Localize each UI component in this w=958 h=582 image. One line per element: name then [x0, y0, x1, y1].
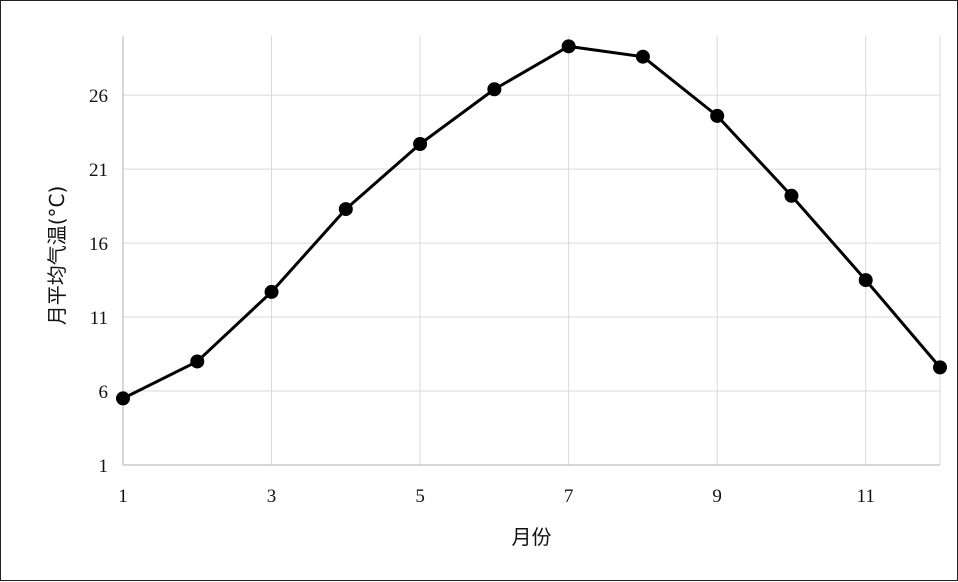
- series-layer: [116, 39, 947, 406]
- series-line: [122, 44, 942, 400]
- grid-lines: [123, 36, 941, 465]
- x-axis-label: 月份: [512, 525, 552, 549]
- y-tick-label: 6: [99, 382, 109, 403]
- y-tick-label: 1: [99, 456, 109, 477]
- axes: [122, 36, 940, 466]
- data-point: [561, 39, 576, 54]
- y-tick-label: 16: [89, 234, 108, 255]
- x-tick-label: 7: [564, 486, 574, 507]
- data-point: [190, 354, 205, 369]
- x-tick-label: 11: [857, 486, 875, 507]
- data-point: [413, 136, 428, 151]
- data-point: [635, 49, 650, 64]
- y-tick-label: 26: [89, 86, 108, 107]
- data-point: [338, 202, 353, 217]
- data-point: [116, 391, 130, 406]
- data-point: [264, 284, 279, 299]
- data-point: [487, 82, 502, 97]
- x-tick-label: 1: [118, 486, 128, 507]
- data-point: [933, 360, 947, 375]
- y-tick-label: 21: [89, 160, 108, 181]
- data-point: [858, 273, 873, 288]
- x-tick-label: 5: [415, 486, 425, 507]
- y-axis-label: 月平均气温(°C): [45, 186, 69, 326]
- y-tick-label: 11: [90, 308, 108, 329]
- data-point: [784, 188, 799, 203]
- data-point: [710, 108, 725, 123]
- x-tick-label: 9: [712, 486, 722, 507]
- x-tick-label: 3: [267, 486, 277, 507]
